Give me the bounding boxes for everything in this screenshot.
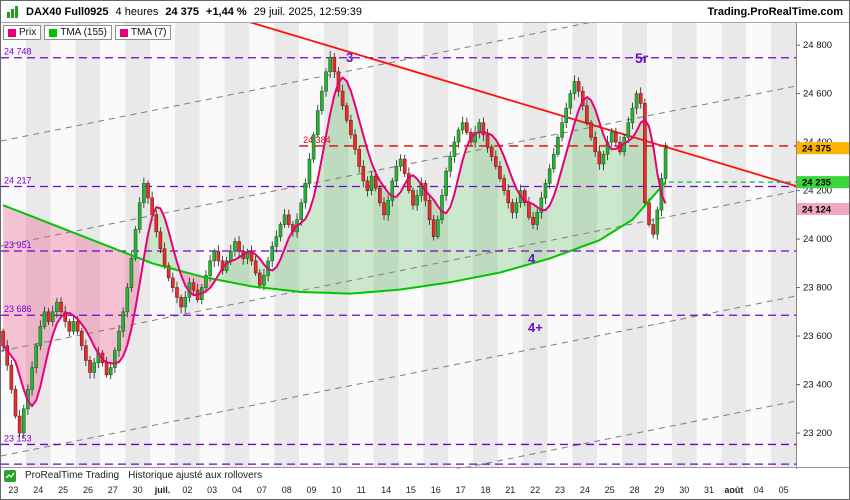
title-bar: DAX40 Full0925 4 heures 24 375 +1,44 % 2… (1, 1, 849, 23)
svg-text:24 000: 24 000 (803, 234, 832, 245)
time-axis-label: 04 (753, 485, 764, 495)
legend-label: TMA (155) (60, 27, 107, 38)
legend-chip-tma-155-[interactable]: TMA (155) (44, 25, 112, 40)
brand-link[interactable]: Trading.ProRealTime.com (707, 5, 843, 18)
svg-text:24 124: 24 124 (802, 205, 832, 216)
legend-color-swatch (8, 28, 16, 37)
svg-text:24 200: 24 200 (803, 186, 832, 197)
time-axis-label: 11 (356, 485, 366, 495)
wave-annotations: 3 5r 4 4+ (346, 50, 649, 335)
time-axis-label: 18 (480, 485, 491, 495)
svg-text:3: 3 (346, 50, 353, 65)
svg-text:24 217: 24 217 (4, 175, 32, 185)
trend-line: 24 384 (249, 23, 797, 187)
time-axis-label: 14 (381, 485, 392, 495)
svg-text:24 600: 24 600 (803, 89, 832, 100)
time-axis-label: 05 (778, 485, 789, 495)
time-axis-label: 31 (704, 485, 715, 495)
svg-text:24 800: 24 800 (803, 40, 832, 51)
time-axis-label: 27 (107, 485, 118, 495)
svg-text:24 235: 24 235 (802, 178, 832, 189)
time-axis-label: juil. (154, 485, 171, 495)
legend-chip-prix[interactable]: Prix (3, 25, 42, 40)
chart-icon (7, 5, 19, 18)
time-axis-label: 16 (430, 485, 441, 495)
legend-color-swatch (49, 28, 58, 37)
svg-text:23 800: 23 800 (803, 283, 832, 294)
time-axis-label: 04 (232, 485, 243, 495)
svg-text:23 686: 23 686 (4, 304, 32, 314)
time-axis-label: 26 (82, 485, 93, 495)
footer-note: Historique ajusté aux rollovers (128, 470, 263, 481)
svg-text:24 375: 24 375 (802, 144, 832, 155)
tma155-line (2, 181, 667, 295)
time-axis-label: 24 (33, 485, 44, 495)
svg-text:24 384: 24 384 (303, 135, 331, 145)
time-axis-label: 28 (629, 485, 640, 495)
svg-text:23 153: 23 153 (4, 433, 32, 443)
time-axis-label: 21 (505, 485, 516, 495)
time-axis-label: 09 (306, 485, 317, 495)
time-axis-label: 24 (579, 485, 590, 495)
svg-text:4+: 4+ (528, 320, 543, 335)
svg-text:23 200: 23 200 (803, 428, 832, 439)
legend-label: Prix (19, 27, 37, 38)
time-axis-label: 23 (8, 485, 19, 495)
instrument-name: DAX40 Full0925 (26, 5, 109, 18)
svg-text:23 951: 23 951 (4, 240, 32, 250)
time-axis-label: août (724, 485, 744, 495)
time-axis-label: 10 (331, 485, 342, 495)
last-price: 24 375 (165, 5, 200, 18)
time-axis-label: 25 (604, 485, 615, 495)
prorealtime-logo (4, 469, 16, 482)
svg-text:5r: 5r (635, 50, 649, 66)
time-axis: 23 24 25 26 27 30 juil. 02 03 04 07 08 09 10 11 14 15 16 1… (1, 482, 796, 499)
time-axis-label: 30 (132, 485, 143, 495)
time-axis-label: 15 (405, 485, 416, 495)
time-axis-label: 29 (654, 485, 665, 495)
svg-text:4: 4 (528, 251, 536, 266)
price-chart[interactable]: 24 748 24 217 23 951 23 686 23 153 24 384 3 5r 4… (1, 23, 850, 469)
legend: Prix TMA (155) TMA (7) (3, 25, 172, 40)
quote-datetime: 29 juil. 2025, 12:59:39 (253, 5, 362, 18)
svg-text:23 400: 23 400 (803, 380, 832, 391)
legend-chip-tma-7-[interactable]: TMA (7) (114, 25, 172, 40)
time-axis-label: 25 (58, 485, 69, 495)
legend-color-swatch (119, 28, 128, 37)
svg-text:24 748: 24 748 (4, 47, 32, 57)
channel-lines (1, 23, 797, 469)
time-axis-label: 22 (530, 485, 541, 495)
svg-text:23 600: 23 600 (803, 331, 832, 342)
time-axis-label: 08 (281, 485, 292, 495)
change-percent: +1,44 % (206, 5, 247, 18)
footer-source-text: ProRealTime Trading (25, 470, 120, 481)
time-axis-label: 02 (182, 485, 193, 495)
time-axis-label: 30 (679, 485, 690, 495)
time-axis-label: 23 (554, 485, 565, 495)
legend-label: TMA (7) (130, 27, 167, 38)
time-axis-label: 03 (207, 485, 218, 495)
timeframe-label: 4 heures (115, 5, 159, 18)
time-axis-label: 07 (256, 485, 267, 495)
tma7-line (2, 76, 667, 408)
time-axis-label: 17 (455, 485, 466, 495)
footer-bar: ProRealTime Trading Historique ajusté au… (1, 469, 849, 482)
